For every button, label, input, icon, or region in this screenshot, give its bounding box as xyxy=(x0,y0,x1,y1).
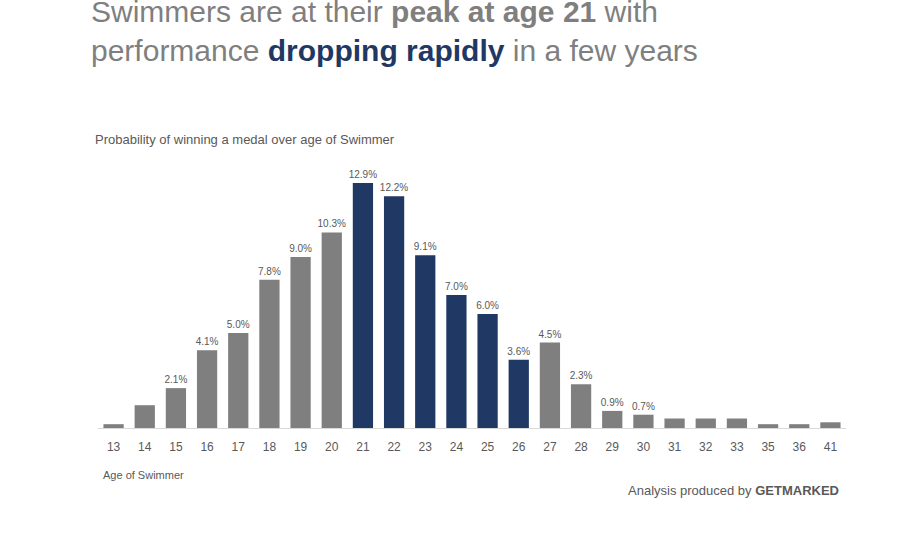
svg-text:17: 17 xyxy=(232,440,246,454)
svg-text:32: 32 xyxy=(699,440,713,454)
svg-text:36: 36 xyxy=(793,440,807,454)
svg-text:35: 35 xyxy=(761,440,775,454)
svg-text:4.1%: 4.1% xyxy=(196,336,219,347)
svg-text:9.0%: 9.0% xyxy=(289,243,312,254)
svg-text:18: 18 xyxy=(263,440,277,454)
svg-text:0.7%: 0.7% xyxy=(632,401,655,412)
svg-text:25: 25 xyxy=(481,440,495,454)
svg-text:Analysis produced by GETMARKED: Analysis produced by GETMARKED xyxy=(628,483,839,498)
svg-text:Swimmers are at their peak at: Swimmers are at their peak at age 21 wit… xyxy=(91,0,698,67)
svg-text:30: 30 xyxy=(637,440,651,454)
svg-text:28: 28 xyxy=(574,440,588,454)
svg-text:13: 13 xyxy=(107,440,121,454)
svg-text:31: 31 xyxy=(668,440,682,454)
svg-text:15: 15 xyxy=(169,440,183,454)
svg-text:29: 29 xyxy=(606,440,620,454)
svg-text:Probability of winning a medal: Probability of winning a medal over age … xyxy=(95,132,395,147)
svg-text:21: 21 xyxy=(356,440,370,454)
svg-text:26: 26 xyxy=(512,440,526,454)
svg-text:33: 33 xyxy=(730,440,744,454)
svg-text:2.1%: 2.1% xyxy=(164,374,187,385)
svg-text:6.0%: 6.0% xyxy=(476,300,499,311)
svg-text:12.9%: 12.9% xyxy=(349,169,377,180)
svg-text:3.6%: 3.6% xyxy=(507,346,530,357)
svg-text:27: 27 xyxy=(543,440,557,454)
svg-text:12.2%: 12.2% xyxy=(380,182,408,193)
svg-text:19: 19 xyxy=(294,440,308,454)
svg-text:5.0%: 5.0% xyxy=(227,319,250,330)
svg-text:20: 20 xyxy=(325,440,339,454)
svg-text:4.5%: 4.5% xyxy=(538,329,561,340)
svg-text:24: 24 xyxy=(450,440,464,454)
svg-text:0.9%: 0.9% xyxy=(601,397,624,408)
svg-text:7.0%: 7.0% xyxy=(445,281,468,292)
svg-text:41: 41 xyxy=(824,440,838,454)
svg-text:Age of Swimmer: Age of Swimmer xyxy=(103,469,184,481)
svg-text:7.8%: 7.8% xyxy=(258,266,281,277)
svg-text:22: 22 xyxy=(387,440,401,454)
svg-text:23: 23 xyxy=(419,440,433,454)
svg-text:16: 16 xyxy=(200,440,214,454)
svg-text:9.1%: 9.1% xyxy=(414,241,437,252)
svg-text:14: 14 xyxy=(138,440,152,454)
svg-text:10.3%: 10.3% xyxy=(318,218,346,229)
svg-text:2.3%: 2.3% xyxy=(570,370,593,381)
